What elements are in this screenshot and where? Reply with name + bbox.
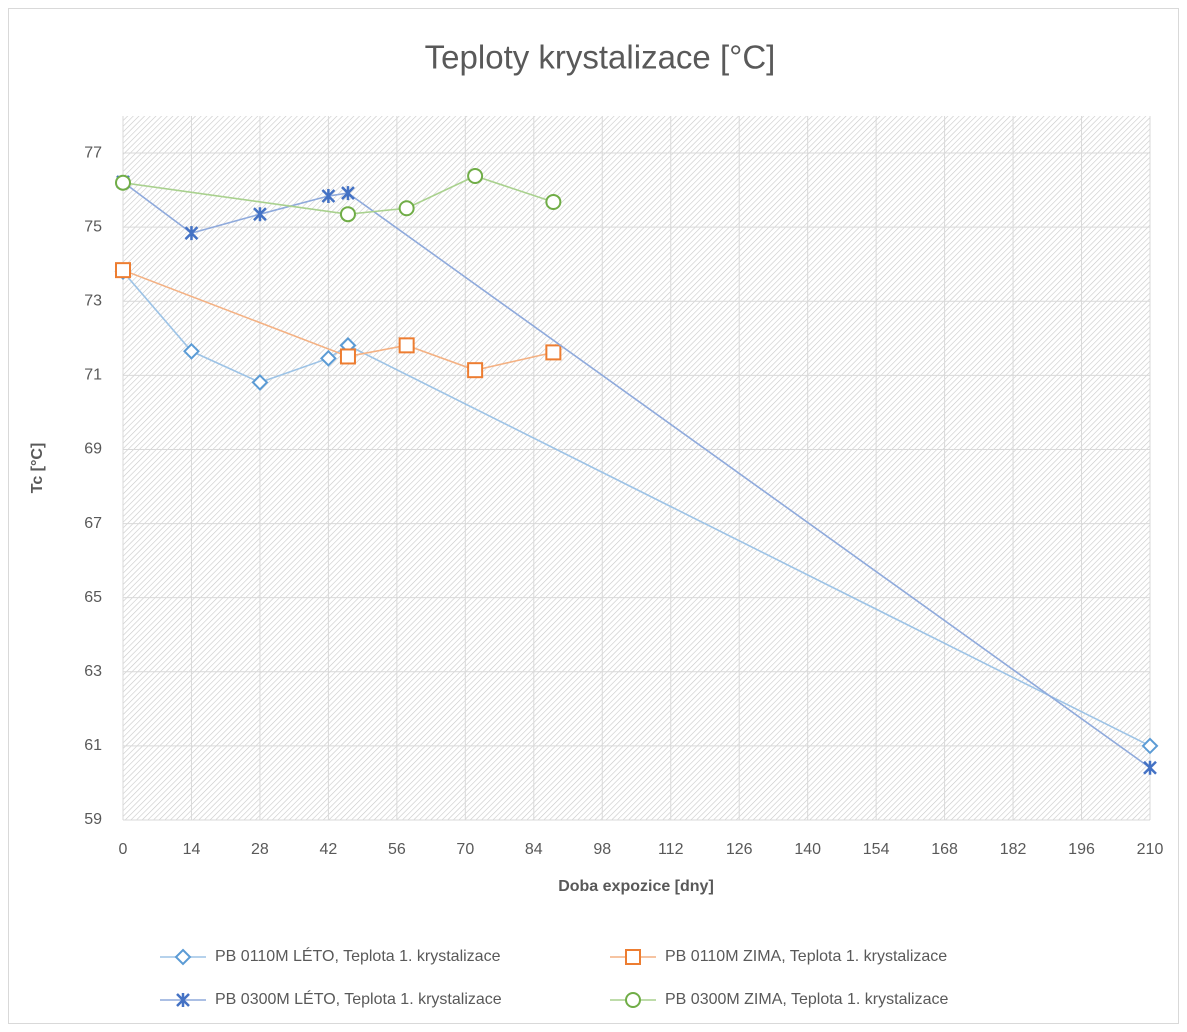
x-tick-label: 196 — [1068, 841, 1095, 858]
marker — [545, 344, 562, 361]
y-tick-label: 61 — [84, 737, 102, 754]
marker — [339, 206, 356, 223]
marker — [253, 207, 267, 222]
y-tick-label: 59 — [84, 811, 102, 828]
y-tick-label: 67 — [84, 515, 102, 532]
marker — [319, 349, 337, 367]
marker — [321, 189, 336, 204]
x-tick-label: 140 — [794, 841, 821, 858]
y-tick-label: 77 — [84, 144, 102, 161]
legend-item: PB 0110M ZIMA, Teplota 1. krystalizace — [610, 948, 947, 965]
marker — [251, 373, 269, 391]
y-tick-label: 75 — [84, 218, 102, 235]
y-tick-label: 73 — [84, 292, 102, 309]
y-tick-label: 71 — [84, 367, 102, 384]
legend-item: PB 0300M LÉTO, Teplota 1. krystalizace — [160, 989, 502, 1008]
legend-label: PB 0300M ZIMA, Teplota 1. krystalizace — [665, 991, 948, 1008]
x-tick-label: 14 — [183, 841, 201, 858]
marker — [398, 200, 415, 217]
legend-label: PB 0300M LÉTO, Teplota 1. krystalizace — [215, 989, 502, 1008]
y-tick-label: 63 — [84, 663, 102, 680]
legend-label: PB 0110M ZIMA, Teplota 1. krystalizace — [665, 948, 947, 965]
series-line — [122, 271, 1151, 747]
marker — [339, 348, 356, 365]
marker — [398, 337, 415, 354]
marker — [467, 362, 484, 379]
series-line — [122, 181, 1151, 769]
marker — [176, 993, 190, 1007]
marker — [1141, 737, 1159, 755]
marker — [625, 949, 641, 965]
x-tick-label: 182 — [1000, 841, 1027, 858]
legend-label: PB 0110M LÉTO, Teplota 1. krystalizace — [215, 946, 501, 965]
marker — [184, 226, 199, 241]
x-tick-label: 28 — [251, 841, 269, 858]
x-axis-label: Doba expozice [dny] — [558, 878, 714, 895]
legend-item: PB 0110M LÉTO, Teplota 1. krystalizace — [160, 946, 501, 966]
x-tick-label: 98 — [593, 841, 611, 858]
x-tick-label: 42 — [320, 841, 338, 858]
x-tick-label: 56 — [388, 841, 406, 858]
plot-area — [123, 116, 1150, 820]
y-axis-label: Tc [°C] — [29, 443, 46, 494]
legend-item: PB 0300M ZIMA, Teplota 1. krystalizace — [610, 991, 948, 1008]
marker — [341, 186, 355, 201]
marker — [625, 992, 641, 1008]
marker — [545, 193, 562, 210]
marker — [183, 342, 200, 360]
x-tick-label: 168 — [931, 841, 958, 858]
x-tick-label: 210 — [1137, 841, 1164, 858]
x-tick-label: 0 — [119, 841, 128, 858]
x-tick-label: 70 — [456, 841, 474, 858]
marker — [1143, 760, 1157, 775]
marker — [467, 168, 484, 185]
x-tick-label: 112 — [658, 841, 684, 858]
y-tick-label: 69 — [84, 441, 102, 458]
x-tick-label: 84 — [525, 841, 543, 858]
y-tick-label: 65 — [84, 589, 102, 606]
x-tick-label: 154 — [863, 841, 890, 858]
marker — [115, 262, 131, 279]
marker — [115, 174, 131, 191]
marker — [174, 948, 192, 966]
chart-title: Teploty krystalizace [°C] — [425, 39, 776, 76]
x-tick-label: 126 — [726, 841, 753, 858]
